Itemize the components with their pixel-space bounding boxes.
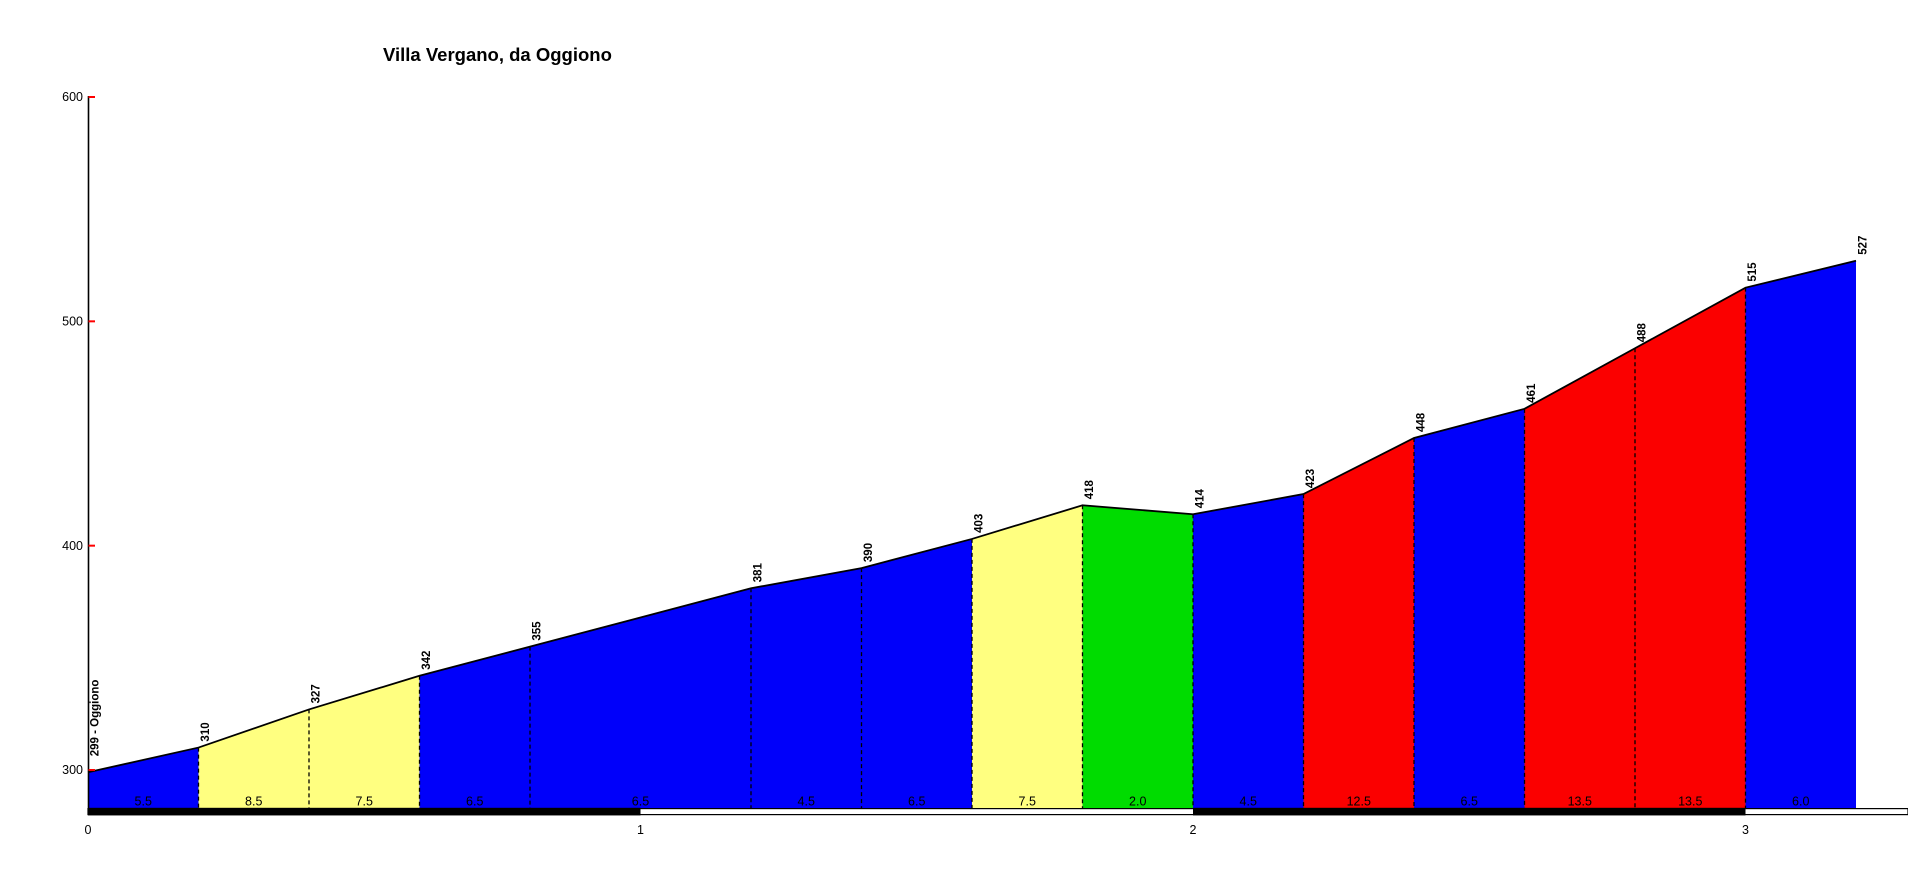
km-bar-segment <box>1193 807 1746 816</box>
elevation-label: 461 <box>1526 383 1538 403</box>
elevation-label: 327 <box>311 684 323 703</box>
profile-segment <box>530 588 751 808</box>
elevation-label: 310 <box>200 722 212 741</box>
gradient-label: 4.5 <box>798 795 815 809</box>
profile-segment <box>419 646 530 808</box>
profile-segment <box>1193 494 1304 808</box>
elevation-label: 418 <box>1084 479 1096 499</box>
profile-segment <box>861 538 972 808</box>
gradient-label: 6.5 <box>466 795 483 809</box>
profile-outline <box>87 259 1857 774</box>
elevation-label: 515 <box>1747 262 1759 282</box>
elevation-label: 342 <box>421 651 433 670</box>
elevation-label: 414 <box>1195 488 1207 508</box>
gradient-label: 6.0 <box>1792 795 1809 809</box>
y-axis-label: 300 <box>62 763 83 777</box>
gradient-label: 4.5 <box>1240 795 1257 809</box>
profile-segment <box>309 675 420 808</box>
gradient-label: 2.0 <box>1129 795 1146 809</box>
gradient-label: 13.5 <box>1568 795 1592 809</box>
y-axis-label: 500 <box>62 315 83 329</box>
profile-segment <box>751 568 862 808</box>
profile-segment <box>88 747 199 808</box>
profile-segment <box>198 709 309 808</box>
y-axis-label: 600 <box>62 90 83 104</box>
profile-segment <box>1635 287 1746 808</box>
elevation-label: 355 <box>532 621 544 641</box>
gradient-label: 6.5 <box>632 795 649 809</box>
chart-title: Villa Vergano, da Oggiono <box>383 44 612 65</box>
profile-segment <box>1524 348 1635 808</box>
gradient-label: 5.5 <box>135 795 152 809</box>
elevation-label: 390 <box>863 543 875 562</box>
gradient-label: 6.5 <box>1461 795 1478 809</box>
elevation-label: 299 - Oggiono <box>90 680 102 757</box>
gradient-label: 7.5 <box>1019 795 1036 809</box>
elevation-label: 403 <box>974 514 986 533</box>
elevation-label: 448 <box>1416 412 1428 432</box>
x-axis-label: 3 <box>1742 823 1749 837</box>
gradient-label: 12.5 <box>1347 795 1371 809</box>
km-bar-segment <box>88 807 641 816</box>
profile-segment <box>1414 408 1525 808</box>
x-axis-label: 0 <box>85 823 92 837</box>
gradient-label: 8.5 <box>245 795 262 809</box>
x-axis-label: 1 <box>637 823 644 837</box>
profile-segment <box>1303 437 1414 808</box>
profile-segment <box>1745 260 1856 809</box>
elevation-label: 488 <box>1637 322 1649 342</box>
gradient-label: 13.5 <box>1678 795 1702 809</box>
profile-segment <box>972 505 1083 808</box>
gradient-label: 7.5 <box>356 795 373 809</box>
gradient-label: 6.5 <box>908 795 925 809</box>
elevation-label: 381 <box>753 562 765 582</box>
profile-segment <box>1082 505 1193 808</box>
x-axis-label: 2 <box>1190 823 1197 837</box>
y-axis-label: 400 <box>62 539 83 553</box>
elevation-label: 423 <box>1305 469 1317 488</box>
elevation-label: 527 <box>1858 236 1870 255</box>
